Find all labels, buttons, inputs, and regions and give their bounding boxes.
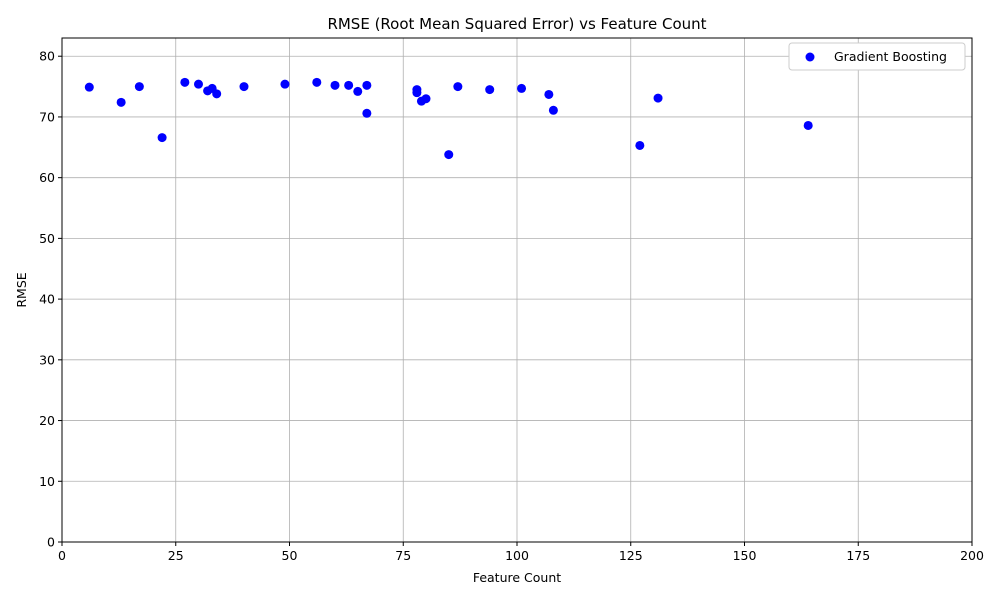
chart-title: RMSE (Root Mean Squared Error) vs Featur… <box>327 15 706 33</box>
data-point <box>444 150 454 160</box>
data-point <box>344 80 354 90</box>
y-tick-label: 80 <box>39 49 55 64</box>
x-axis-label: Feature Count <box>473 570 561 585</box>
x-tick-label: 150 <box>733 548 757 563</box>
data-point <box>194 79 203 89</box>
x-tick-label: 175 <box>846 548 870 563</box>
legend-label: Gradient Boosting <box>834 49 947 64</box>
data-points <box>84 77 813 160</box>
data-point <box>653 93 663 103</box>
data-point <box>212 89 222 99</box>
y-tick-label: 0 <box>47 535 55 550</box>
data-point <box>517 83 527 93</box>
x-tick-label: 125 <box>619 548 643 563</box>
y-tick-label: 20 <box>39 413 55 428</box>
data-point <box>84 82 94 92</box>
x-tick-label: 0 <box>58 548 66 563</box>
data-point <box>134 82 144 92</box>
legend-box <box>788 42 966 71</box>
data-point <box>453 82 463 92</box>
x-tick-label: 25 <box>168 548 184 563</box>
data-point <box>280 79 290 89</box>
y-axis-label: RMSE <box>14 272 29 307</box>
data-point <box>353 86 363 96</box>
data-point <box>116 97 126 107</box>
legend-marker <box>805 52 815 62</box>
data-point <box>485 85 495 95</box>
data-point <box>362 108 372 118</box>
data-point <box>803 120 813 130</box>
grid-lines <box>61 38 973 543</box>
data-point <box>157 133 167 143</box>
legend: Gradient Boosting <box>788 42 966 71</box>
data-point <box>421 94 431 104</box>
data-point <box>635 140 645 150</box>
y-tick-label: 30 <box>39 352 55 367</box>
data-point <box>312 77 322 87</box>
x-tick-label: 200 <box>960 548 984 563</box>
y-tick-label: 60 <box>39 170 55 185</box>
x-axis-ticks: 0 25 50 75 100 125 150 175 200 <box>58 542 984 563</box>
data-point <box>548 105 558 115</box>
data-point <box>239 82 249 92</box>
x-tick-label: 75 <box>395 548 411 563</box>
y-tick-label: 40 <box>39 292 55 307</box>
data-point <box>544 89 554 99</box>
data-point <box>412 88 422 98</box>
y-tick-label: 70 <box>39 109 55 124</box>
x-tick-label: 50 <box>282 548 298 563</box>
x-tick-label: 100 <box>505 548 529 563</box>
data-point <box>180 77 190 87</box>
y-tick-label: 10 <box>39 474 55 489</box>
y-tick-label: 50 <box>39 231 55 246</box>
y-axis-ticks: 0 10 20 30 40 50 60 70 80 <box>39 49 62 550</box>
data-point <box>330 80 340 90</box>
data-point <box>362 80 372 90</box>
